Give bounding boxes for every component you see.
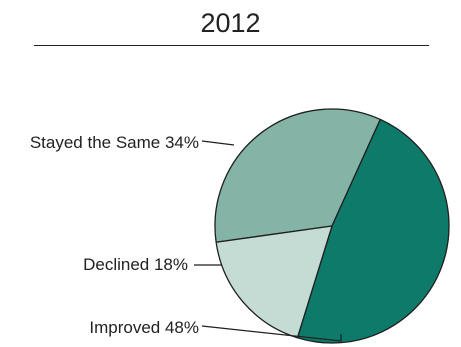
- slice-label-declined: Declined 18%: [83, 255, 188, 274]
- slice-label-improved: Improved 48%: [89, 318, 199, 337]
- slice-stayed-the-same: [214, 108, 381, 243]
- slice-label-stayed-the-same: Stayed the Same 34%: [30, 133, 199, 152]
- chart-title: 2012: [200, 8, 261, 38]
- leader-line-improved: [201, 325, 342, 342]
- slice-declined: [215, 225, 333, 339]
- title-divider: [34, 45, 429, 46]
- leader-line-stayed-the-same: [201, 140, 235, 146]
- slice-improved: [296, 118, 450, 344]
